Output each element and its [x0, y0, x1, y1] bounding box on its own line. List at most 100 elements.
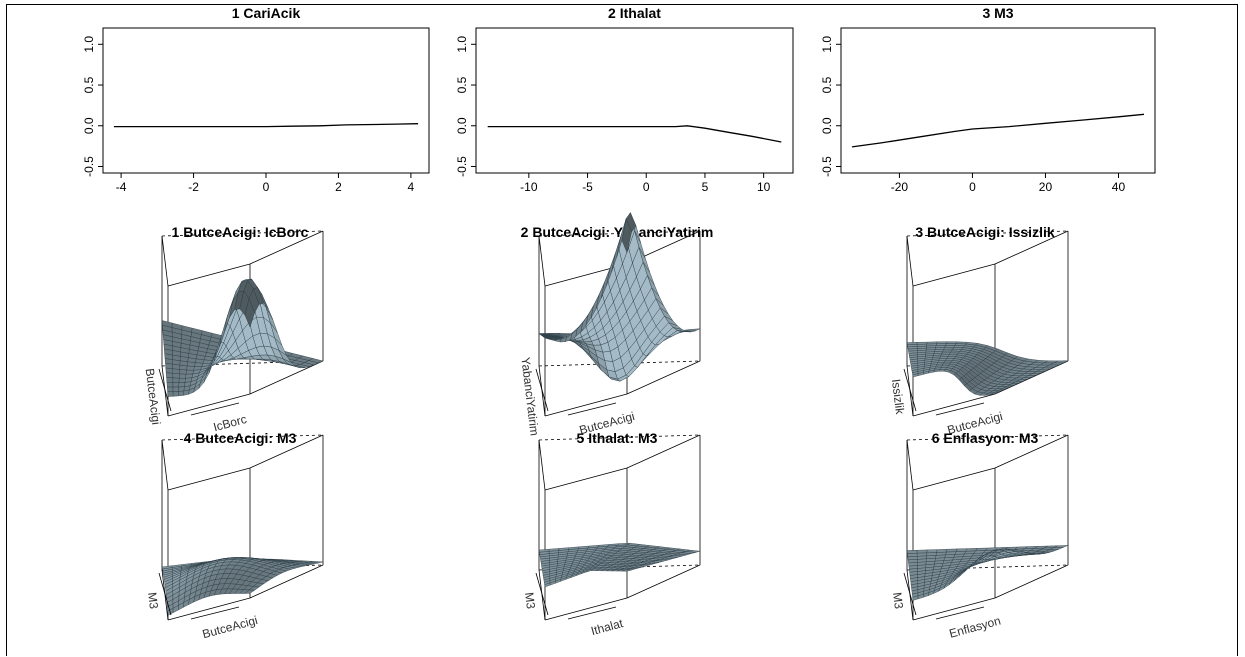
- x-tick-label: 0: [643, 180, 650, 194]
- x-tick-label: -4: [116, 180, 127, 194]
- surface-facet: [186, 361, 196, 367]
- surface-facet: [172, 368, 180, 375]
- surface-facet: [946, 341, 958, 344]
- surface-facet: [166, 377, 174, 383]
- box-edge: [906, 439, 914, 491]
- box-edge: [626, 434, 701, 469]
- x-tick-label: 4: [408, 180, 415, 194]
- box-edge: [167, 597, 251, 621]
- chart-title: 1 CariAcik: [232, 5, 301, 21]
- surface-facet: [165, 367, 174, 374]
- box-edge: [167, 467, 251, 491]
- box-edge: [544, 467, 628, 491]
- box-edge: [538, 439, 546, 491]
- box-edge: [161, 434, 324, 441]
- y-tick-label: 0.0: [820, 117, 834, 134]
- y-axis-label: M3: [145, 591, 161, 610]
- surface-facet: [172, 377, 180, 383]
- y-tick-label: -0.5: [820, 156, 834, 177]
- surface-facet: [178, 390, 185, 397]
- chart-title: 3 ButceAcigi: Issizlik: [915, 224, 1054, 240]
- box-edge: [544, 597, 628, 621]
- surface-facet: [172, 386, 179, 392]
- surface-facet: [172, 363, 181, 370]
- box-edge: [249, 360, 324, 395]
- chart-title: 1 ButceAcigi: IcBorc: [172, 224, 309, 240]
- y-tick-label: -0.5: [455, 156, 469, 177]
- surface-facet: [916, 549, 928, 554]
- surface-facet: [185, 369, 194, 375]
- chart-title: 2 Ithalat: [608, 5, 661, 21]
- chart-title: 3 M3: [982, 5, 1013, 21]
- box-edge: [906, 235, 914, 287]
- surface-facet: [165, 372, 174, 379]
- chart-title: 2 ButceAcigi: YabanciYatirim: [521, 224, 714, 240]
- surface-facet: [621, 569, 632, 572]
- box-edge: [538, 434, 701, 441]
- box-edge: [994, 230, 1069, 265]
- box-edge: [544, 393, 628, 417]
- series-line: [487, 125, 782, 143]
- x-axis-arrow: [567, 606, 617, 620]
- line-chart-3: 3 M3 -20 0 20 40 -0.5 0.0 0.5 1.0: [820, 5, 1156, 194]
- box-edge: [994, 434, 1069, 469]
- y-tick-label: -0.5: [82, 156, 96, 177]
- y-axis-label: ButceAcigi: [143, 368, 164, 426]
- box-edge: [906, 434, 1069, 441]
- surface-facet: [167, 391, 174, 397]
- surface-plot-2: 2 ButceAcigi: YabanciYatirimButceAcigiYa…: [518, 211, 714, 437]
- surface-facet: [178, 373, 187, 379]
- y-axis-label: M3: [890, 591, 906, 610]
- x-tick-label: 5: [702, 180, 709, 194]
- figure-frame: [6, 4, 1238, 656]
- surface-plot-5: 5 Ithalat: M3 Ithalat M3: [522, 430, 701, 638]
- y-axis-arrow: [158, 368, 172, 412]
- y-axis-arrow: [535, 572, 549, 616]
- surface-facet: [244, 589, 256, 594]
- box-edge: [249, 564, 324, 599]
- box-edge: [161, 230, 324, 237]
- box-edge: [912, 467, 996, 491]
- y-tick-label: 0.0: [455, 117, 469, 134]
- x-axis-label: Enflasyon: [948, 614, 1003, 641]
- surface-facet: [178, 382, 186, 388]
- surface-facet: [179, 369, 187, 375]
- x-tick-label: 2: [335, 180, 342, 194]
- x-axis-label: Ithalat: [589, 616, 625, 638]
- surface-facet: [945, 343, 957, 346]
- x-axis-arrow: [190, 402, 240, 416]
- series-line: [113, 123, 419, 128]
- surface-plot-4: 4 ButceAcigi: M3 ButceAcigi M3: [145, 430, 324, 641]
- x-tick-label: -10: [520, 180, 538, 194]
- chart-title: 5 Ithalat: M3: [577, 430, 658, 446]
- y-tick-label: 1.0: [455, 36, 469, 53]
- box-edge: [538, 235, 546, 287]
- surface-facet: [244, 298, 255, 328]
- box-edge: [626, 564, 701, 599]
- y-axis-arrow: [535, 368, 549, 412]
- box-edge: [912, 263, 996, 287]
- plot-box: [102, 27, 430, 174]
- plot-box: [840, 27, 1156, 174]
- x-axis-arrow: [567, 402, 617, 416]
- box-edge: [249, 230, 324, 265]
- x-tick-label: 20: [1039, 180, 1053, 194]
- box-edge: [161, 439, 169, 491]
- y-tick-label: 0.5: [820, 76, 834, 93]
- y-tick-label: 1.0: [82, 36, 96, 53]
- y-axis-label: M3: [522, 591, 538, 610]
- surface-facet: [172, 382, 180, 388]
- x-tick-label: 0: [263, 180, 270, 194]
- box-edge: [626, 360, 701, 395]
- x-tick-label: -20: [891, 180, 909, 194]
- box-edge: [912, 393, 996, 417]
- box-edge: [994, 564, 1069, 599]
- surface-facet: [172, 373, 180, 379]
- surface-facet: [167, 386, 174, 392]
- surface-facet: [172, 391, 179, 397]
- surface-facet: [179, 364, 188, 371]
- chart-title: 6 Enflasyon: M3: [932, 430, 1039, 446]
- surface-facet: [166, 381, 174, 388]
- x-tick-label: 40: [1112, 180, 1126, 194]
